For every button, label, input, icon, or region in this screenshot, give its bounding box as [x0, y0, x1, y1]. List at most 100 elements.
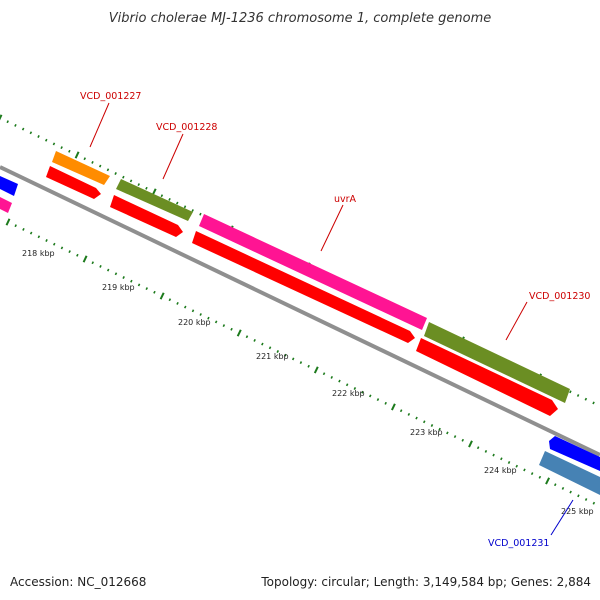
tick-label: 222 kbp: [332, 389, 365, 398]
minor-tick: [291, 357, 295, 361]
minor-tick: [253, 338, 256, 342]
minor-tick: [284, 353, 287, 357]
leader-line: [505, 301, 528, 341]
tick-label: 225 kbp: [561, 507, 594, 516]
gene-label-vcd-001227: VCD_001227: [80, 91, 141, 102]
minor-tick: [577, 494, 580, 498]
minor-tick: [553, 483, 557, 487]
minor-tick: [523, 468, 526, 472]
minor-tick: [14, 123, 17, 127]
tick-label: 223 kbp: [410, 428, 443, 437]
minor-tick: [361, 390, 364, 394]
minor-tick: [68, 149, 71, 153]
minor-tick: [114, 272, 118, 276]
minor-tick: [592, 501, 596, 505]
vcd-001228-gene[interactable]: [116, 179, 193, 221]
minor-tick: [415, 416, 418, 420]
minor-tick: [37, 235, 41, 239]
minor-tick: [561, 486, 565, 490]
minor-tick: [68, 250, 71, 254]
minor-tick: [122, 175, 125, 179]
backbone-line: [0, 165, 600, 457]
minor-tick: [14, 224, 17, 228]
minor-tick: [476, 446, 480, 450]
minor-tick: [500, 457, 503, 461]
minor-tick: [353, 387, 357, 390]
minor-tick: [60, 146, 63, 150]
major-tick: [0, 114, 3, 121]
vcd-001231-gene[interactable]: [539, 451, 600, 495]
minor-tick: [83, 157, 87, 161]
minor-tick: [245, 335, 249, 339]
blue-feature-left[interactable]: [0, 176, 18, 196]
gene-label-uvra: uvrA: [334, 194, 357, 205]
minor-tick: [52, 242, 56, 246]
magenta-feature-left[interactable]: [0, 197, 12, 213]
minor-tick: [569, 490, 572, 494]
minor-tick: [322, 372, 326, 376]
minor-tick: [214, 320, 218, 324]
minor-tick: [99, 264, 102, 268]
minor-tick: [422, 420, 426, 424]
tick-labels: 218 kbp 219 kbp 220 kbp 221 kbp 222 kbp …: [22, 249, 594, 516]
minor-tick: [168, 197, 171, 201]
minor-tick: [60, 246, 64, 250]
minor-tick: [507, 461, 511, 464]
minor-tick: [438, 427, 441, 431]
uvra-gene[interactable]: [199, 214, 427, 330]
cds-2[interactable]: [110, 195, 183, 237]
minor-tick: [191, 209, 194, 212]
minor-tick: [515, 464, 519, 468]
minor-tick: [307, 364, 310, 368]
minor-tick: [276, 350, 280, 353]
minor-tick: [584, 498, 588, 501]
vcd-001227-gene[interactable]: [52, 151, 110, 185]
cds-1[interactable]: [46, 166, 101, 199]
minor-tick: [446, 431, 449, 435]
minor-tick: [44, 138, 48, 142]
minor-tick: [137, 183, 141, 187]
major-tick: [390, 403, 396, 411]
gene-label-vcd-001230: VCD_001230: [529, 291, 590, 302]
minor-tick: [91, 160, 94, 164]
minor-tick: [21, 127, 25, 131]
minor-tick: [153, 290, 156, 294]
major-tick: [5, 218, 11, 226]
vcd-001230-gene[interactable]: [424, 322, 570, 403]
minor-tick: [114, 172, 117, 175]
minor-tick: [122, 276, 125, 279]
minor-tick: [6, 120, 9, 124]
minor-tick: [29, 231, 33, 235]
minor-tick: [191, 309, 195, 313]
minor-tick: [384, 401, 387, 405]
minor-tick: [160, 194, 164, 198]
minor-tick: [407, 412, 411, 416]
minor-tick: [222, 324, 226, 328]
minor-tick: [430, 424, 434, 427]
gene-label-vcd-001231: VCD_001231: [488, 538, 549, 549]
cds-4[interactable]: [416, 338, 558, 416]
minor-tick: [584, 397, 588, 401]
blue-feature-right[interactable]: [549, 436, 600, 471]
minor-tick: [484, 449, 488, 453]
tick-label: 220 kbp: [178, 318, 211, 327]
major-tick: [468, 440, 473, 448]
minor-tick: [492, 453, 495, 457]
minor-tick: [453, 435, 457, 439]
minor-tick: [376, 398, 380, 402]
minor-tick: [230, 327, 233, 331]
minor-tick: [106, 168, 110, 172]
cds-3[interactable]: [192, 231, 415, 343]
major-tick: [313, 366, 319, 374]
map-title: Vibrio cholerae MJ-1236 chromosome 1, co…: [109, 11, 491, 26]
leader-line: [162, 133, 184, 180]
minor-tick: [461, 438, 465, 442]
tick-label: 221 kbp: [256, 352, 289, 361]
minor-tick: [261, 342, 264, 346]
minor-tick: [176, 301, 179, 305]
minor-tick: [129, 179, 133, 183]
tick-label: 224 kbp: [484, 466, 517, 475]
minor-tick: [538, 475, 542, 479]
minor-tick: [199, 212, 202, 216]
